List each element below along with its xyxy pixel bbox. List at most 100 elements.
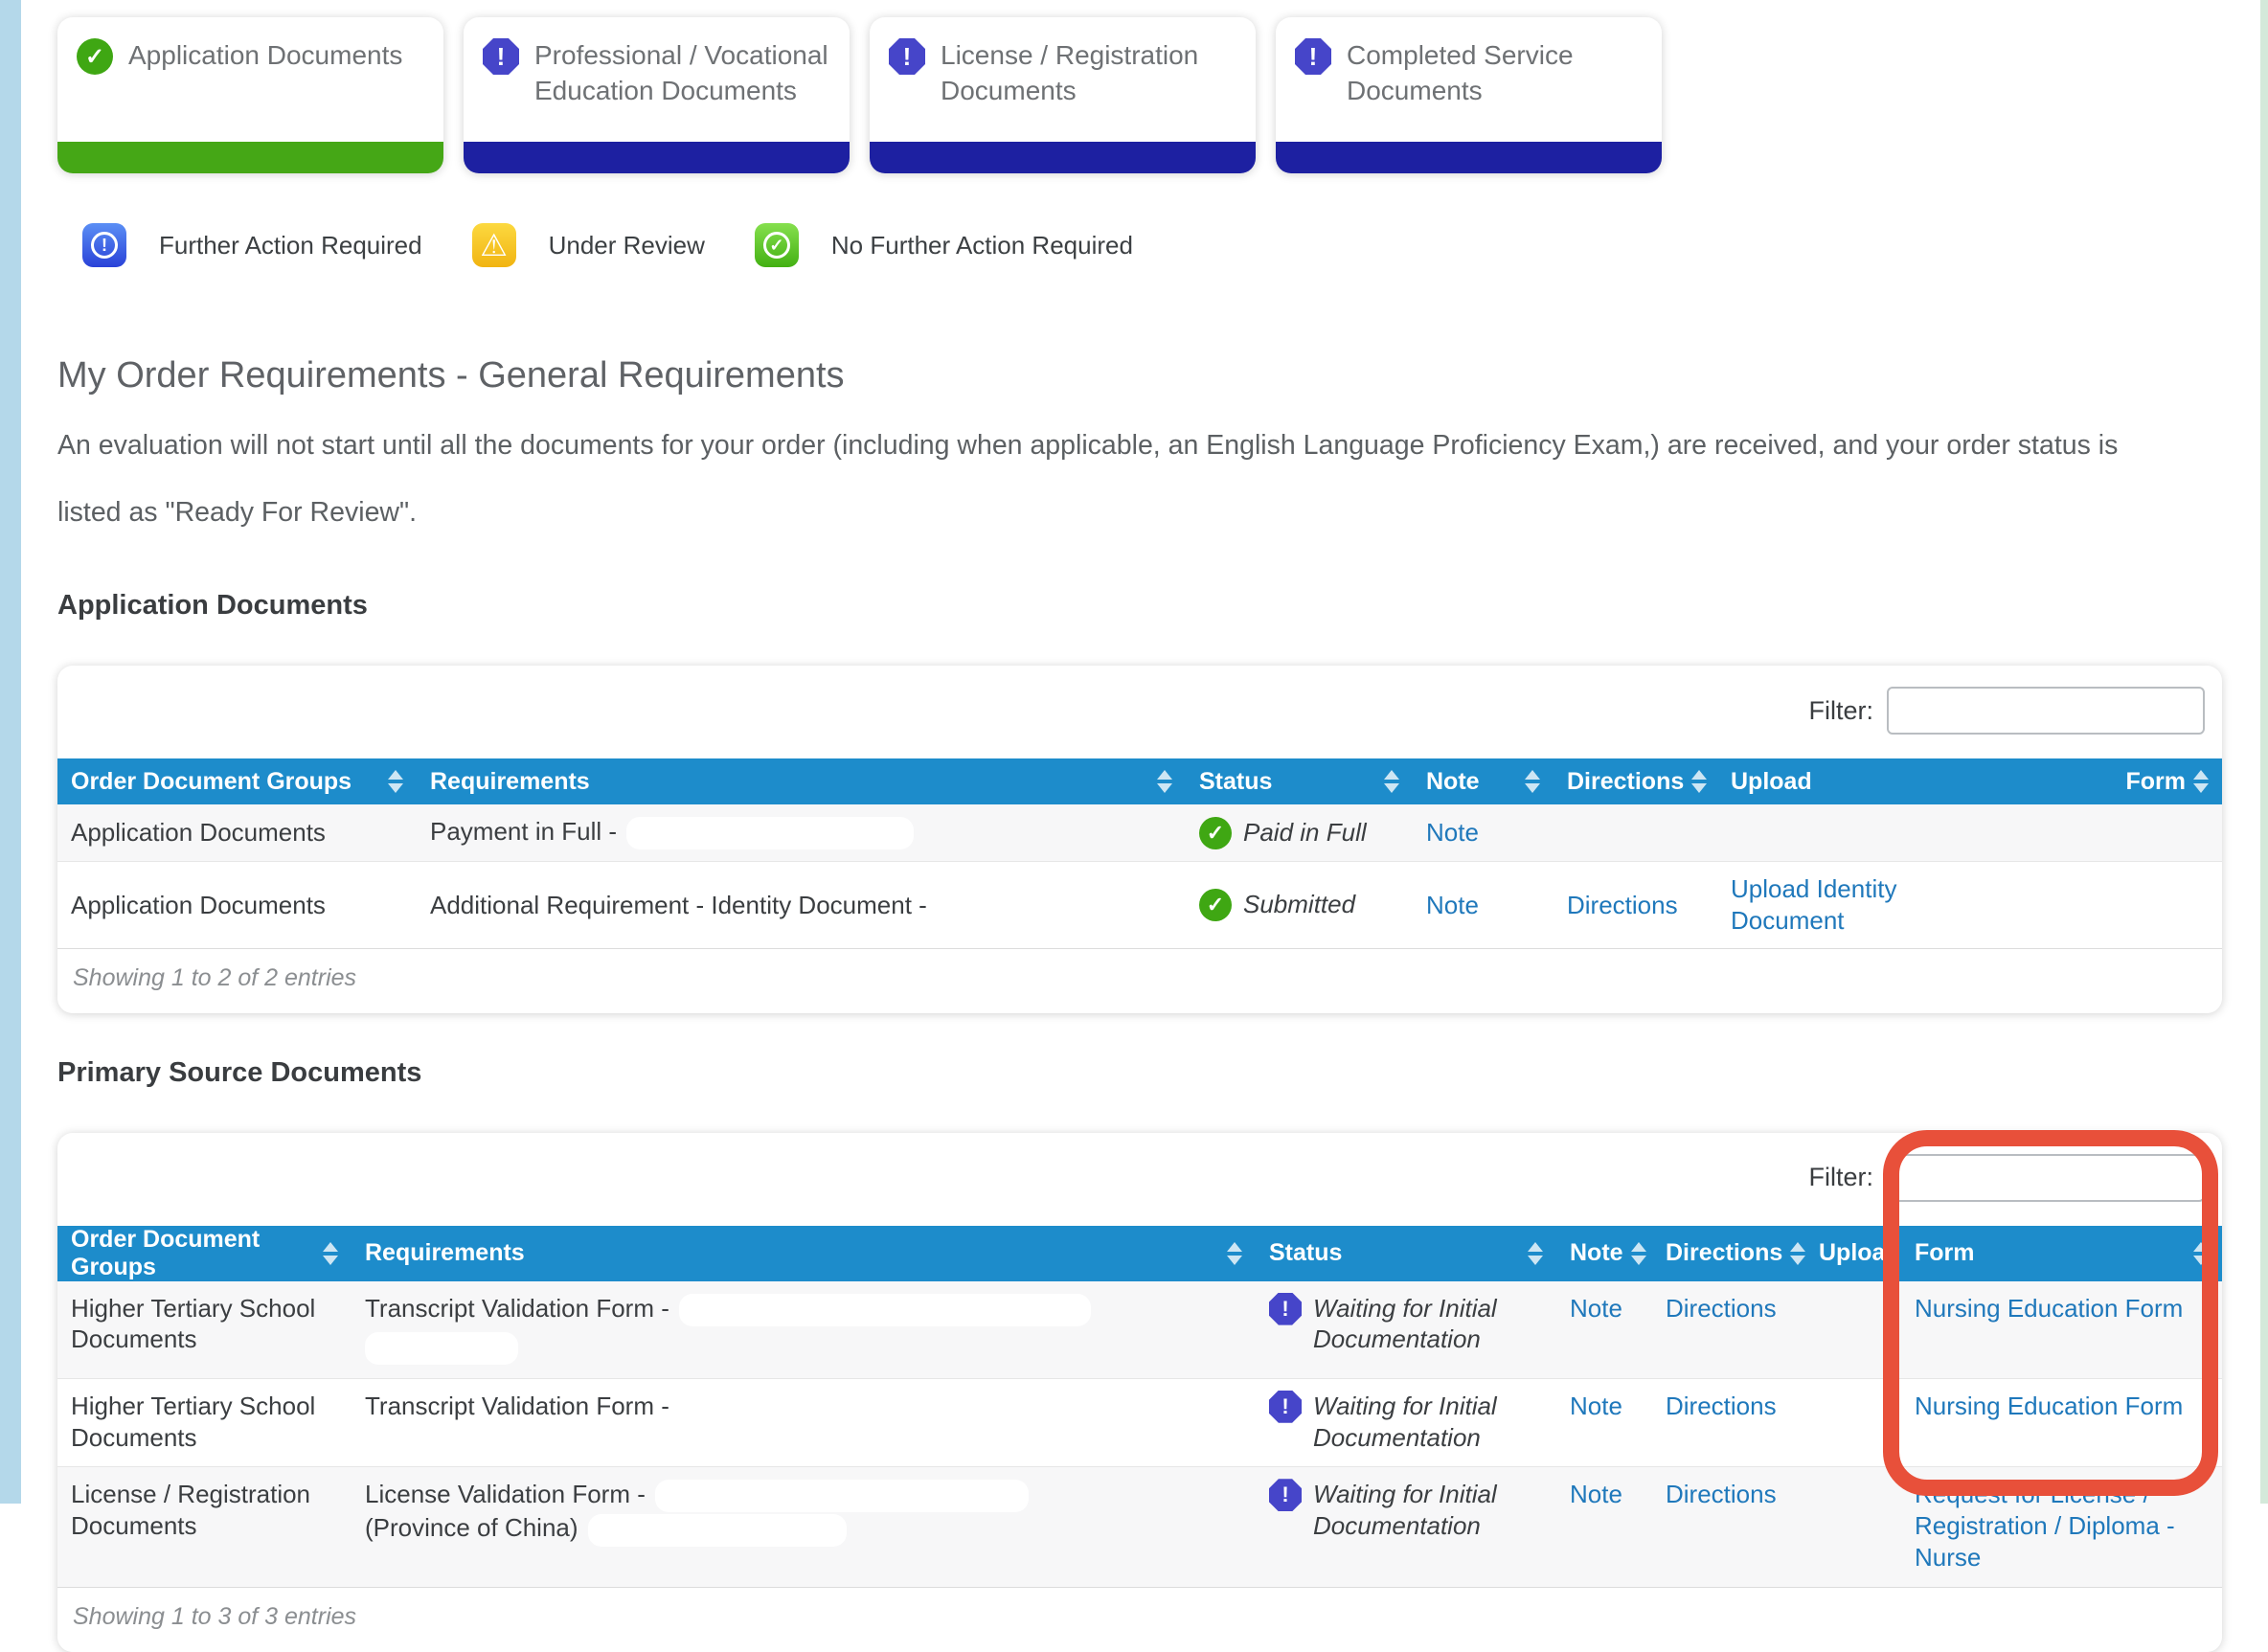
sort-icon	[1525, 770, 1540, 793]
card-license-registration-documents[interactable]: ! License / Registration Documents	[870, 17, 1256, 173]
column-header-order-document-groups[interactable]: Order Document Groups	[57, 758, 417, 804]
directions-link[interactable]: Directions	[1666, 1480, 1777, 1509]
directions-cell: Directions	[1652, 1378, 1805, 1467]
legend-label: Further Action Required	[159, 230, 422, 260]
card-body: ! Completed Service Documents	[1276, 17, 1662, 109]
form-cell	[1997, 862, 2222, 948]
column-header-form[interactable]: Form	[1997, 758, 2222, 804]
card-body: ! License / Registration Documents	[870, 17, 1256, 109]
table-row: Higher Tertiary School Documents Transcr…	[57, 1378, 2222, 1467]
exclamation-octagon-icon: !	[889, 38, 925, 75]
table-header-row: Order Document Groups Requirements Statu…	[57, 758, 2222, 804]
sort-icon	[323, 1241, 338, 1265]
section-title-primary-source-documents: Primary Source Documents	[57, 1056, 422, 1088]
card-title: Professional / Vocational Education Docu…	[534, 40, 828, 105]
column-header-upload[interactable]: Upload	[1805, 1225, 1901, 1281]
column-header-status[interactable]: Status	[1256, 1225, 1556, 1281]
requirement-cell: Transcript Validation Form -	[352, 1281, 1256, 1379]
primary-source-documents-table-card: Filter: Order Document Groups Requiremen…	[57, 1132, 2222, 1652]
filter-label: Filter:	[1808, 1163, 1874, 1192]
status-cell: ! Waiting for Initial Documentation	[1256, 1281, 1556, 1379]
directions-link[interactable]: Directions	[1666, 1391, 1777, 1420]
section-title-application-documents: Application Documents	[57, 590, 368, 621]
column-header-directions[interactable]: Directions	[1554, 758, 1717, 804]
sort-icon	[2193, 770, 2209, 793]
table-entries-summary: Showing 1 to 3 of 3 entries	[57, 1586, 2222, 1652]
upload-cell	[1805, 1467, 1901, 1587]
note-cell: Note	[1556, 1378, 1652, 1467]
application-documents-table: Order Document Groups Requirements Statu…	[57, 758, 2222, 948]
redaction-blob	[654, 1480, 1029, 1513]
order-document-group-cell: Application Documents	[71, 890, 326, 919]
note-link[interactable]: Note	[1426, 818, 1479, 848]
directions-link[interactable]: Directions	[1567, 890, 1678, 919]
redaction-blob	[678, 1293, 1091, 1326]
card-application-documents[interactable]: ✓ Application Documents	[57, 17, 443, 173]
note-cell: Note	[1556, 1281, 1652, 1379]
form-cell: Nursing Education Form	[1901, 1378, 2222, 1467]
upload-identity-document-link[interactable]: Upload Identity Document	[1731, 874, 1897, 935]
note-cell: Note	[1413, 804, 1554, 862]
sort-icon	[1630, 1241, 1646, 1265]
column-header-requirements[interactable]: Requirements	[352, 1225, 1256, 1281]
redaction-blob	[678, 1391, 976, 1424]
exclamation-octagon-icon: !	[1269, 1390, 1302, 1423]
card-status-bar	[870, 142, 1256, 173]
column-header-requirements[interactable]: Requirements	[417, 758, 1186, 804]
status-cell: ! Waiting for Initial Documentation	[1256, 1467, 1556, 1587]
sort-icon	[1528, 1241, 1543, 1265]
warning-triangle-glyph: ⚠	[480, 228, 508, 262]
column-header-note[interactable]: Note	[1413, 758, 1554, 804]
filter-input[interactable]	[1887, 687, 2205, 735]
sort-icon	[1157, 770, 1172, 793]
status-cards-row: ✓ Application Documents ! Professional /…	[57, 17, 2222, 173]
column-header-directions[interactable]: Directions	[1652, 1225, 1806, 1281]
note-cell: Note	[1556, 1467, 1652, 1587]
status-cell: ✓ Submitted	[1186, 862, 1413, 948]
check-ring-glyph: ✓	[762, 232, 790, 259]
note-link[interactable]: Note	[1570, 1391, 1622, 1420]
card-body: ✓ Application Documents	[57, 17, 443, 75]
primary-source-documents-table: Order Document Groups Requirements Statu…	[57, 1225, 2222, 1587]
nursing-education-form-link[interactable]: Nursing Education Form	[1915, 1293, 2184, 1323]
filter-input[interactable]	[1887, 1153, 2205, 1202]
sort-icon	[2193, 1241, 2209, 1265]
column-header-form[interactable]: Form	[1901, 1225, 2222, 1281]
further-action-required-icon: !	[82, 223, 126, 267]
table-row: Higher Tertiary School Documents Transcr…	[57, 1280, 2222, 1379]
form-cell	[1997, 804, 2222, 862]
card-title: License / Registration Documents	[941, 40, 1199, 105]
card-professional-vocational-education-documents[interactable]: ! Professional / Vocational Education Do…	[464, 17, 850, 173]
card-completed-service-documents[interactable]: ! Completed Service Documents	[1276, 17, 1662, 173]
note-link[interactable]: Note	[1570, 1480, 1622, 1509]
legend-item-under-review: ⚠ Under Review	[471, 223, 705, 267]
intro-line-1: An evaluation will not start until all t…	[57, 430, 2119, 461]
status-cell: ✓ Paid in Full	[1186, 804, 1413, 862]
column-header-upload[interactable]: Upload	[1717, 758, 1997, 804]
card-status-bar	[57, 142, 443, 173]
table-entries-summary: Showing 1 to 2 of 2 entries	[57, 947, 2222, 1013]
table-row: Application Documents Additional Require…	[57, 861, 2222, 948]
nursing-education-form-link[interactable]: Nursing Education Form	[1915, 1391, 2184, 1420]
sort-icon	[1227, 1241, 1242, 1265]
filter-label: Filter:	[1808, 695, 1874, 725]
sort-icon	[1790, 1241, 1806, 1265]
left-edge-strip	[0, 0, 21, 1504]
card-body: ! Professional / Vocational Education Do…	[464, 17, 850, 109]
no-further-action-check-icon: ✓	[754, 223, 799, 267]
note-link[interactable]: Note	[1426, 890, 1479, 919]
check-circle-icon: ✓	[1199, 888, 1232, 921]
legend-item-further-action: ! Further Action Required	[82, 223, 422, 267]
order-document-group-cell: License / Registration Documents	[71, 1480, 311, 1540]
column-header-status[interactable]: Status	[1186, 758, 1413, 804]
column-header-order-document-groups[interactable]: Order Document Groups	[57, 1225, 352, 1281]
status-legend: ! Further Action Required ⚠ Under Review…	[57, 223, 2222, 267]
directions-link[interactable]: Directions	[1666, 1293, 1777, 1323]
column-header-note[interactable]: Note	[1556, 1225, 1652, 1281]
redaction-blob	[587, 1513, 847, 1547]
request-for-license-registration-diploma-nurse-link[interactable]: Request for License / Registration / Dip…	[1915, 1480, 2175, 1572]
table-header-row: Order Document Groups Requirements Statu…	[57, 1225, 2222, 1281]
note-link[interactable]: Note	[1570, 1293, 1622, 1323]
legend-label: Under Review	[548, 230, 705, 260]
page-title: My Order Requirements - General Requirem…	[57, 355, 845, 396]
